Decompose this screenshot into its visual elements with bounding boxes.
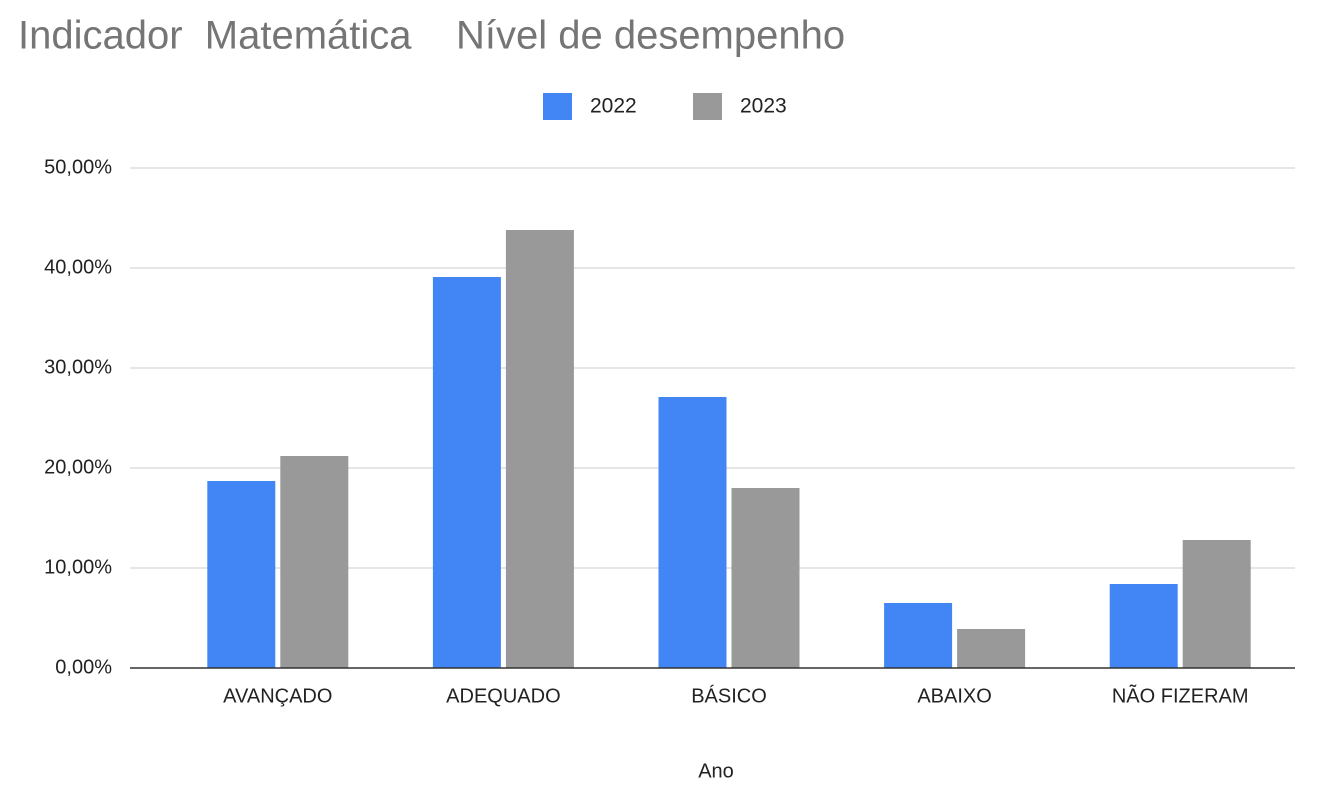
x-tick-label: BÁSICO	[691, 684, 767, 707]
y-tick-label: 50,00%	[44, 156, 112, 178]
y-tick-label: 30,00%	[44, 356, 112, 378]
x-tick-label: AVANÇADO	[223, 685, 332, 707]
bar	[505, 230, 574, 668]
y-tick-label: 40,00%	[44, 256, 112, 278]
x-tick-label: ABAIXO	[917, 685, 991, 707]
x-tick-label: NÃO FIZERAM	[1112, 683, 1249, 707]
legend-swatch	[543, 93, 572, 120]
bar	[658, 397, 727, 668]
y-tick-label: 10,00%	[44, 556, 112, 578]
x-axis-title: Ano	[698, 760, 734, 782]
y-tick-label: 0,00%	[55, 656, 112, 678]
bar	[432, 277, 501, 668]
legend-label: 2023	[740, 95, 787, 118]
chart-title: Indicador Matemática Nível de desempenho	[18, 14, 845, 58]
y-tick-label: 20,00%	[44, 456, 112, 478]
bar	[280, 456, 349, 668]
bar	[731, 488, 800, 668]
legend-label: 2022	[590, 95, 637, 118]
bar	[957, 629, 1026, 668]
bar	[207, 481, 276, 668]
legend-swatch	[693, 93, 722, 120]
x-tick-label: ADEQUADO	[446, 685, 560, 707]
bar	[884, 603, 953, 668]
bar	[1182, 540, 1251, 668]
bar	[1109, 584, 1178, 668]
